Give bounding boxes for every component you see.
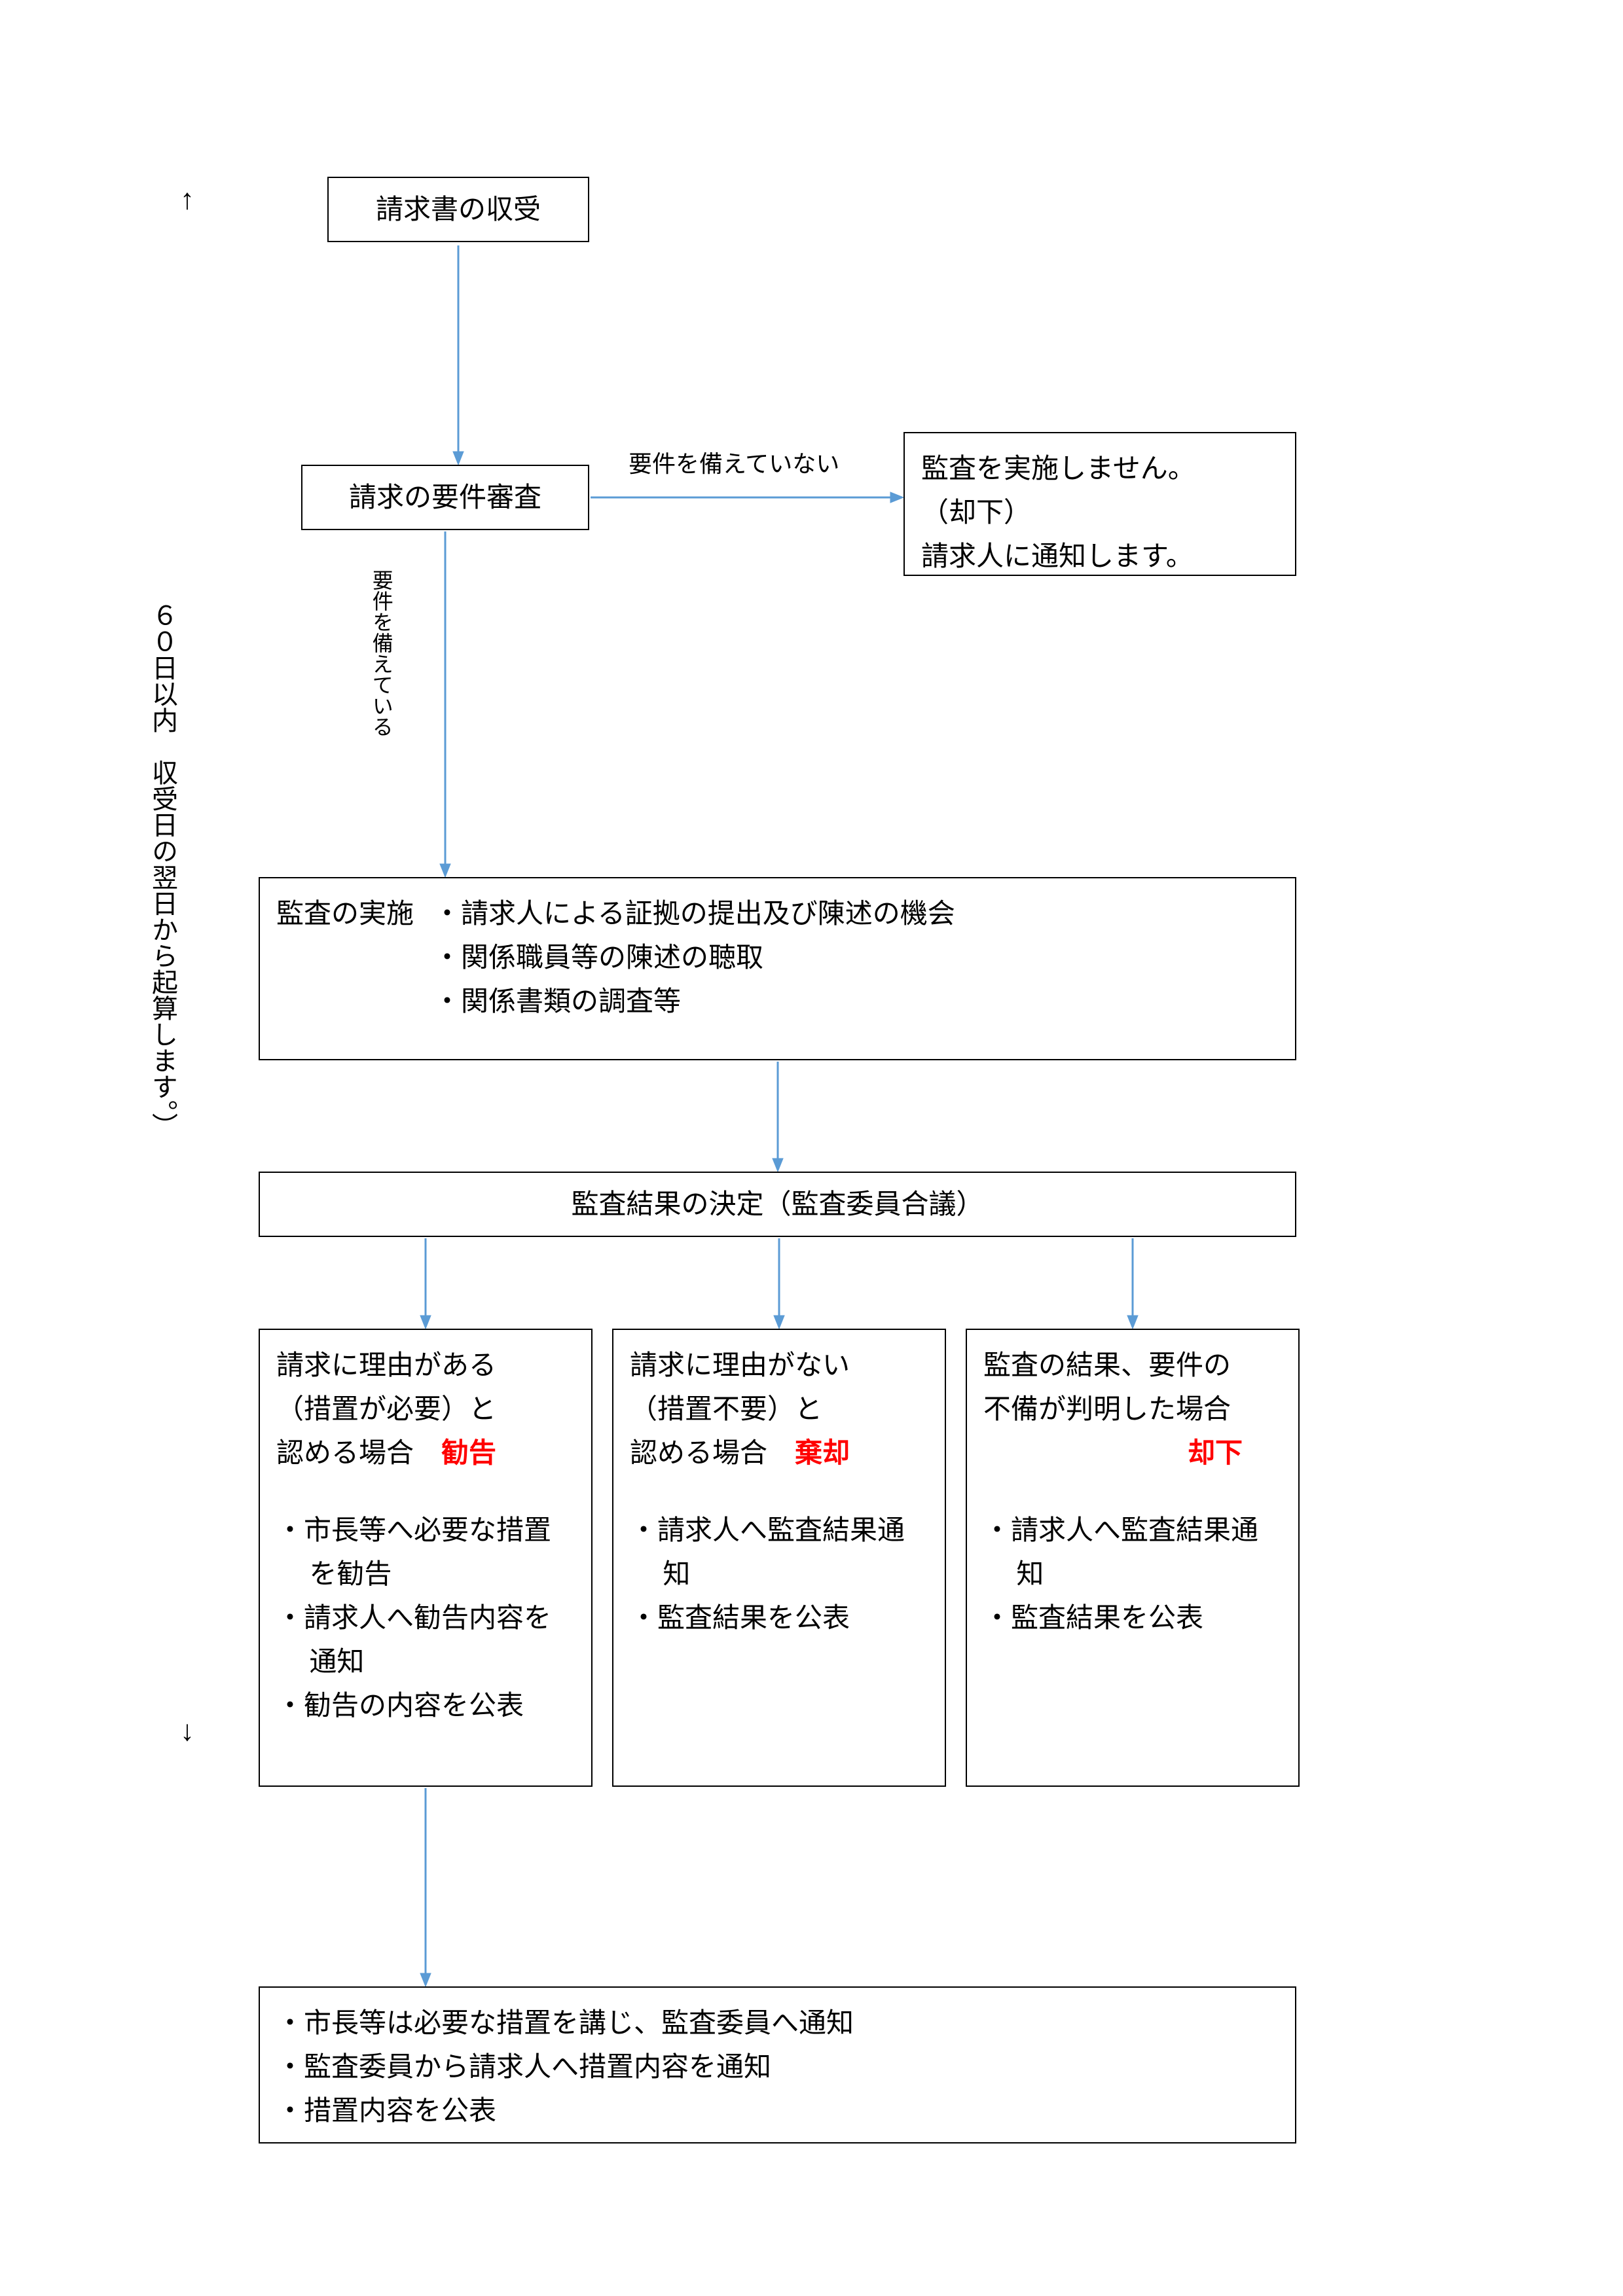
- n6-item3: ・勧告の内容を公表: [276, 1683, 575, 1727]
- node-measures: ・市長等は必要な措置を講じ、監査委員へ通知 ・監査委員から請求人へ措置内容を通知…: [259, 1986, 1296, 2144]
- node-result-reject: 監査の結果、要件の 不備が判明した場合 却下 ・請求人へ監査結果通知 ・監査結果…: [966, 1329, 1300, 1787]
- node-no-audit: 監査を実施しません。 （却下） 請求人に通知します。: [903, 432, 1296, 576]
- n8-line3b: 却下: [1188, 1437, 1243, 1468]
- node-audit-item1: ・請求人による証拠の提出及び陳述の機会: [433, 891, 955, 935]
- n9-item1: ・市長等は必要な措置を講じ、監査委員へ通知: [276, 2001, 1279, 2045]
- node-result-dismiss: 請求に理由がない （措置不要）と 認める場合 棄却 ・請求人へ監査結果通知 ・監…: [612, 1329, 946, 1787]
- arrow-n5-n6: [419, 1238, 432, 1329]
- n7-line3a: 認める場合: [630, 1437, 795, 1468]
- n6-line3a: 認める場合: [276, 1437, 441, 1468]
- arrow-n4-n5: [771, 1062, 784, 1172]
- arrow-n5-n7: [773, 1238, 786, 1329]
- node-decision-label: 監査結果の決定（監査委員合議）: [571, 1182, 983, 1226]
- n8-line1: 監査の結果、要件の: [983, 1343, 1282, 1387]
- node-receipt: 請求書の収受: [327, 177, 589, 242]
- node-no-audit-line2: （却下）: [921, 490, 1279, 534]
- n6-line2: （措置が必要）と: [276, 1387, 575, 1431]
- node-review: 請求の要件審査: [301, 465, 589, 530]
- n6-item1: ・市長等へ必要な措置を勧告: [276, 1508, 575, 1596]
- edge-label-reject: 要件を備えていない: [629, 445, 839, 479]
- node-audit-title: 監査の実施: [276, 891, 414, 1024]
- n8-item2: ・監査結果を公表: [983, 1596, 1282, 1640]
- arrow-n6-n9: [419, 1788, 432, 1986]
- arrow-n2-n4: [439, 531, 452, 877]
- node-result-recommend: 請求に理由がある （措置が必要）と 認める場合 勧告 ・市長等へ必要な措置を勧告…: [259, 1329, 593, 1787]
- n8-line2: 不備が判明した場合: [983, 1387, 1282, 1431]
- n8-item1: ・請求人へ監査結果通知: [983, 1508, 1282, 1596]
- arrow-n2-n3: [591, 491, 903, 504]
- node-audit-item3: ・関係書類の調査等: [433, 979, 955, 1023]
- node-audit-item2: ・関係職員等の陳述の聴取: [433, 935, 955, 979]
- n7-line3b: 棄却: [795, 1437, 850, 1468]
- edge-label-proceed: 要件を備えている: [367, 569, 396, 737]
- node-no-audit-line3: 請求人に通知します。: [921, 534, 1279, 578]
- arrow-n5-n8: [1126, 1238, 1139, 1329]
- side-arrow-down: ↓: [180, 1715, 194, 1748]
- node-audit: 監査の実施 ・請求人による証拠の提出及び陳述の機会 ・関係職員等の陳述の聴取 ・…: [259, 877, 1296, 1060]
- node-receipt-label: 請求書の収受: [376, 187, 541, 231]
- n7-line2: （措置不要）と: [630, 1387, 928, 1431]
- arrow-n1-n2: [452, 245, 465, 465]
- node-decision: 監査結果の決定（監査委員合議）: [259, 1172, 1296, 1237]
- n6-line1: 請求に理由がある: [276, 1343, 575, 1387]
- side-arrow-up: ↑: [180, 183, 194, 216]
- n9-item3: ・措置内容を公表: [276, 2089, 1279, 2132]
- n7-line1: 請求に理由がない: [630, 1343, 928, 1387]
- n7-item1: ・請求人へ監査結果通知: [630, 1508, 928, 1596]
- n6-item2: ・請求人へ勧告内容を通知: [276, 1596, 575, 1683]
- node-no-audit-line1: 監査を実施しません。: [921, 446, 1279, 490]
- side-text-60days: ６０日以内 収受日の翌日から起算します。）: [144, 602, 181, 1139]
- n7-item2: ・監査結果を公表: [630, 1596, 928, 1640]
- n9-item2: ・監査委員から請求人へ措置内容を通知: [276, 2045, 1279, 2089]
- node-review-label: 請求の要件審査: [349, 475, 541, 519]
- n6-line3b: 勧告: [441, 1437, 496, 1468]
